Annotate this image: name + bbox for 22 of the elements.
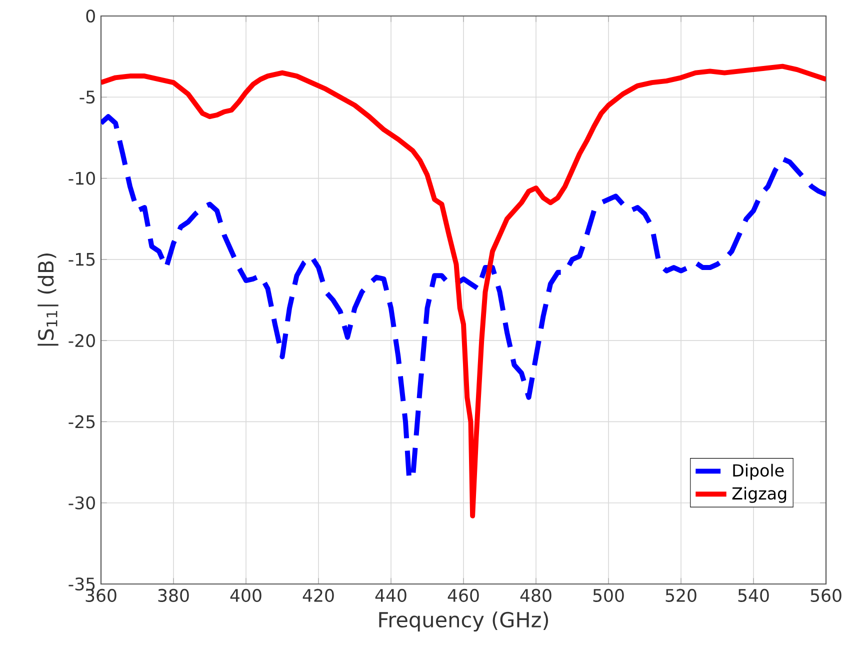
x-tick-label: 520 [666, 588, 696, 602]
legend-label: Zigzag [732, 486, 786, 503]
x-axis-title: Frequency (GHz) [379, 611, 548, 632]
x-tick-label: 560 [810, 588, 842, 602]
x-tick-label: 400 [230, 588, 262, 602]
x-tick-label: 500 [593, 588, 624, 602]
x-tick-label: 360 [86, 588, 116, 602]
y-tick-label: -10 [68, 172, 95, 185]
y-tick-label: -20 [68, 334, 95, 348]
y-tick-label: -25 [68, 415, 95, 428]
x-tick-label: 460 [448, 588, 479, 602]
x-tick-label: 380 [158, 588, 189, 602]
x-tick-label: 480 [520, 588, 552, 602]
x-tick-label: 420 [302, 588, 334, 602]
y-tick-label: -15 [68, 253, 95, 266]
y-tick-label: -5 [80, 90, 95, 104]
x-tick-label: 540 [738, 588, 769, 602]
x-tick-label: 440 [375, 588, 406, 602]
y-axis-title: |S$_{11}$| (dB) [38, 254, 58, 346]
y-tick-label: 0 [86, 9, 95, 23]
y-tick-label: -30 [68, 496, 95, 510]
legend-label: Dipole [733, 464, 784, 480]
